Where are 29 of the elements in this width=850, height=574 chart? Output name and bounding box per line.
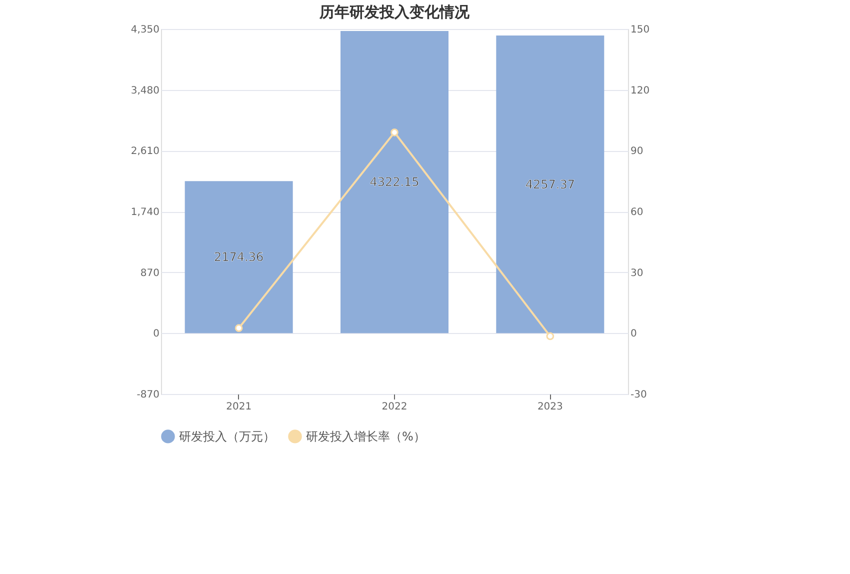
y2-tick-label: 0: [630, 328, 637, 340]
y2-tick-label: -30: [630, 390, 647, 400]
data-label: 2174.36: [214, 250, 264, 264]
y-tick-label: 1,740: [130, 207, 160, 218]
y2-tick-label: 60: [630, 207, 644, 218]
y-tick-label: 4,350: [130, 24, 160, 36]
point: [234, 324, 243, 332]
x-tick-label: 2022: [382, 402, 408, 412]
y2-tick-label: 150: [630, 24, 650, 36]
y-tick-label: -870: [136, 390, 160, 400]
bar: [340, 30, 448, 334]
bar: [184, 181, 293, 334]
x-tick-label: 2023: [537, 402, 563, 412]
y2-tick-label: 90: [630, 146, 644, 158]
data-label: 4322.15: [370, 175, 420, 190]
y2-tick-label: 120: [630, 85, 650, 96]
x-tick-label: 2021: [226, 402, 252, 412]
legend-label: 研发投入（万元）: [179, 429, 275, 444]
y2-tick-label: 30: [630, 268, 644, 279]
chart-title: 历年研发投入变化情况: [318, 3, 470, 21]
data-label: 4257.37: [525, 177, 575, 192]
y-tick-label: 3,480: [130, 85, 160, 96]
y-tick-label: 2,610: [130, 146, 160, 158]
y-tick-label: 870: [140, 268, 160, 279]
point: [390, 128, 398, 136]
y-tick-label: 0: [153, 328, 160, 340]
point: [546, 332, 554, 340]
bar: [496, 35, 604, 334]
legend-label: 研发投入增长率（%）: [306, 429, 426, 444]
